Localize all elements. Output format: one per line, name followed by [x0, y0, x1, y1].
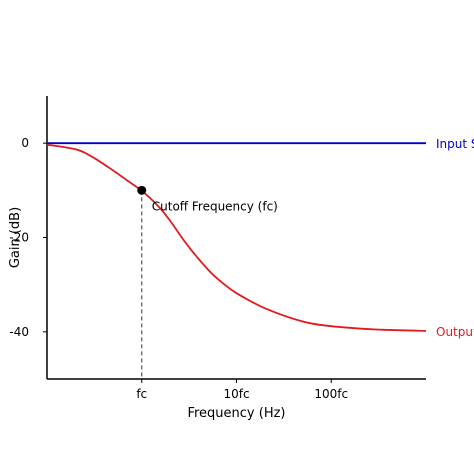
y-tick-label: 0: [21, 136, 29, 150]
plot-area: 0 -20 -40 fc 10fc 100fc Frequency (Hz) Gain (dB…: [8, 96, 474, 421]
x-tick-label: fc: [136, 387, 147, 401]
output-signal-line: [46, 143, 427, 332]
cutoff-annotation: Cutoff Frequency (fc): [152, 199, 278, 213]
y-tick-label: -40: [9, 325, 29, 339]
input-signal-label: Input Signal: [436, 137, 474, 151]
y-axis-title: Gain (dB): [8, 207, 23, 268]
y-tick-label: -20: [9, 231, 29, 245]
cutoff-point: [137, 185, 147, 195]
x-axis-title: Frequency (Hz): [187, 406, 285, 421]
output-signal-label: Output Signal: [436, 325, 474, 339]
x-tick-label: 100fc: [314, 387, 348, 401]
x-tick-label: 10fc: [223, 387, 249, 401]
